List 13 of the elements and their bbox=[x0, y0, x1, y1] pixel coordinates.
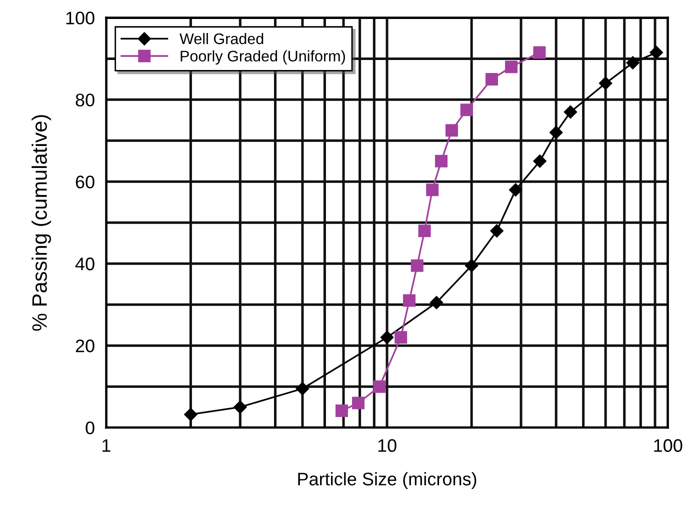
y-tick-label: 40 bbox=[75, 258, 94, 270]
y-tick-label: 100 bbox=[66, 12, 94, 24]
y-tick-label: 0 bbox=[86, 422, 94, 434]
y-tick-label: 60 bbox=[76, 176, 94, 188]
x-tick-label: 1 bbox=[102, 439, 110, 452]
y-tick-label: 80 bbox=[76, 94, 94, 106]
y-axis-title: % Passing (cumulative) bbox=[32, 115, 52, 331]
x-axis-title: Particle Size (microns) bbox=[298, 472, 476, 489]
x-tick-label: 10 bbox=[378, 439, 396, 452]
legend-label: Poorly Graded (Uniform) bbox=[180, 50, 345, 65]
legend-label: Well Graded bbox=[180, 32, 264, 44]
x-tick-label: 100 bbox=[654, 439, 682, 452]
y-tick-label: 20 bbox=[76, 340, 94, 352]
